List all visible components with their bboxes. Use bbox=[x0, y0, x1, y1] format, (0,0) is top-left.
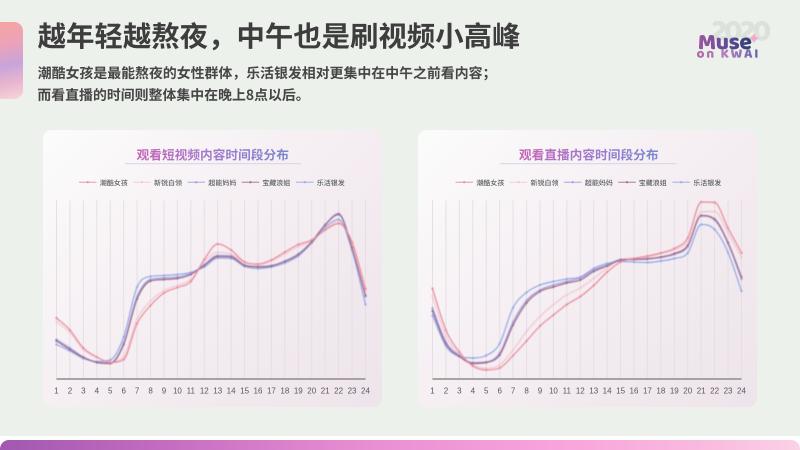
svg-text:23: 23 bbox=[348, 386, 357, 395]
svg-text:8: 8 bbox=[524, 386, 529, 395]
svg-text:15: 15 bbox=[240, 386, 249, 395]
svg-text:14: 14 bbox=[227, 386, 236, 395]
svg-text:3: 3 bbox=[81, 386, 86, 395]
svg-text:20: 20 bbox=[307, 386, 316, 395]
svg-text:23: 23 bbox=[724, 386, 733, 395]
svg-text:5: 5 bbox=[108, 386, 113, 395]
svg-text:14: 14 bbox=[603, 386, 612, 395]
svg-text:16: 16 bbox=[254, 386, 263, 395]
svg-text:17: 17 bbox=[267, 386, 276, 395]
svg-text:2: 2 bbox=[68, 386, 73, 395]
svg-text:2: 2 bbox=[444, 386, 449, 395]
svg-text:18: 18 bbox=[656, 386, 665, 395]
svg-text:1: 1 bbox=[430, 386, 435, 395]
svg-text:10: 10 bbox=[549, 386, 558, 395]
svg-text:11: 11 bbox=[563, 386, 572, 395]
svg-text:3: 3 bbox=[457, 386, 462, 395]
svg-text:4: 4 bbox=[471, 386, 476, 395]
svg-text:11: 11 bbox=[187, 386, 196, 395]
svg-text:4: 4 bbox=[95, 386, 100, 395]
svg-text:22: 22 bbox=[334, 386, 343, 395]
svg-text:18: 18 bbox=[280, 386, 289, 395]
svg-text:15: 15 bbox=[616, 386, 625, 395]
svg-text:16: 16 bbox=[630, 386, 639, 395]
svg-text:6: 6 bbox=[121, 386, 126, 395]
svg-text:6: 6 bbox=[497, 386, 502, 395]
svg-text:9: 9 bbox=[162, 386, 167, 395]
svg-text:12: 12 bbox=[200, 386, 209, 395]
svg-text:21: 21 bbox=[321, 386, 330, 395]
svg-text:20: 20 bbox=[683, 386, 692, 395]
svg-text:1: 1 bbox=[54, 386, 59, 395]
svg-text:24: 24 bbox=[737, 386, 746, 395]
svg-text:13: 13 bbox=[589, 386, 598, 395]
svg-text:22: 22 bbox=[710, 386, 719, 395]
svg-text:5: 5 bbox=[484, 386, 489, 395]
svg-text:7: 7 bbox=[511, 386, 516, 395]
svg-text:9: 9 bbox=[538, 386, 543, 395]
svg-text:17: 17 bbox=[643, 386, 652, 395]
svg-text:7: 7 bbox=[135, 386, 140, 395]
svg-text:10: 10 bbox=[173, 386, 182, 395]
svg-text:19: 19 bbox=[294, 386, 303, 395]
svg-text:12: 12 bbox=[576, 386, 585, 395]
svg-text:21: 21 bbox=[697, 386, 706, 395]
svg-text:19: 19 bbox=[670, 386, 679, 395]
svg-text:8: 8 bbox=[148, 386, 153, 395]
svg-text:24: 24 bbox=[361, 386, 370, 395]
svg-text:13: 13 bbox=[213, 386, 222, 395]
